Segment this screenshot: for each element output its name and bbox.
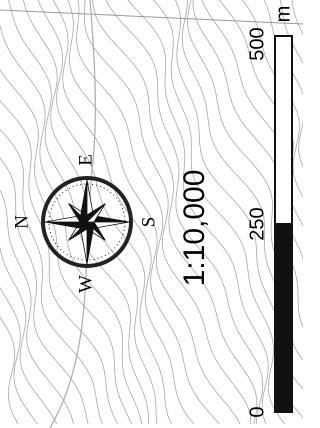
contour <box>0 0 37 424</box>
scale-unit: m <box>272 6 294 23</box>
compass-point <box>45 222 87 228</box>
scale-label: 250 <box>246 207 268 240</box>
contour <box>0 0 18 424</box>
contour <box>93 0 257 424</box>
compass-west: W <box>75 275 96 293</box>
compass-north: N <box>11 215 32 229</box>
scale-bar-black <box>275 224 292 412</box>
contour <box>0 0 131 424</box>
compass-point <box>81 180 87 222</box>
contour <box>38 0 171 424</box>
scale-bar-white <box>275 36 292 224</box>
contour <box>84 0 251 424</box>
grid-line <box>0 10 303 24</box>
compass-rose: N E S W <box>11 154 159 293</box>
contour <box>0 0 142 424</box>
compass-east: E <box>75 154 96 166</box>
map: N E S W 1:10,000 0 250 500 m <box>0 0 303 428</box>
compass-point <box>87 222 93 264</box>
scale-label: 500 <box>246 27 268 60</box>
scale-ratio: 1:10,000 <box>178 170 211 287</box>
contour <box>292 0 303 424</box>
scale-label: 0 <box>246 406 268 417</box>
compass-south: S <box>138 217 159 228</box>
